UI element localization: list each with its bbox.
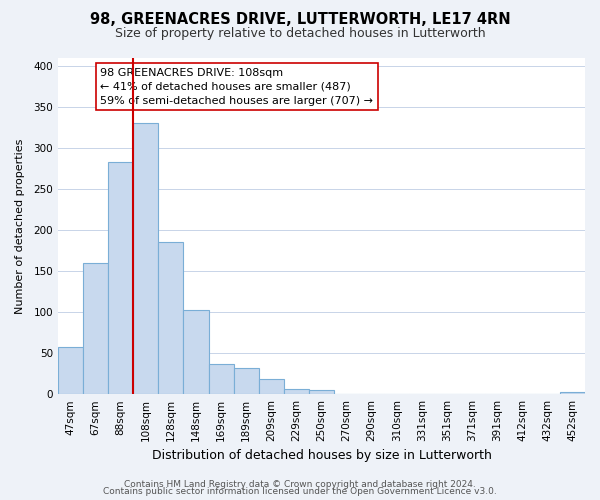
Bar [209, 364, 233, 394]
X-axis label: Distribution of detached houses by size in Lutterworth: Distribution of detached houses by size … [152, 450, 491, 462]
Bar [58, 348, 83, 394]
Bar [233, 368, 259, 394]
Bar [83, 263, 108, 394]
Bar [259, 380, 284, 394]
Text: Contains public sector information licensed under the Open Government Licence v3: Contains public sector information licen… [103, 487, 497, 496]
Bar [184, 310, 209, 394]
Text: 98, GREENACRES DRIVE, LUTTERWORTH, LE17 4RN: 98, GREENACRES DRIVE, LUTTERWORTH, LE17 … [89, 12, 511, 28]
Y-axis label: Number of detached properties: Number of detached properties [15, 138, 25, 314]
Bar [158, 242, 184, 394]
Text: Contains HM Land Registry data © Crown copyright and database right 2024.: Contains HM Land Registry data © Crown c… [124, 480, 476, 489]
Bar [108, 162, 133, 394]
Bar [133, 123, 158, 394]
Bar [284, 390, 309, 394]
Text: 98 GREENACRES DRIVE: 108sqm
← 41% of detached houses are smaller (487)
59% of se: 98 GREENACRES DRIVE: 108sqm ← 41% of det… [100, 68, 373, 106]
Bar [309, 390, 334, 394]
Bar [560, 392, 585, 394]
Text: Size of property relative to detached houses in Lutterworth: Size of property relative to detached ho… [115, 28, 485, 40]
